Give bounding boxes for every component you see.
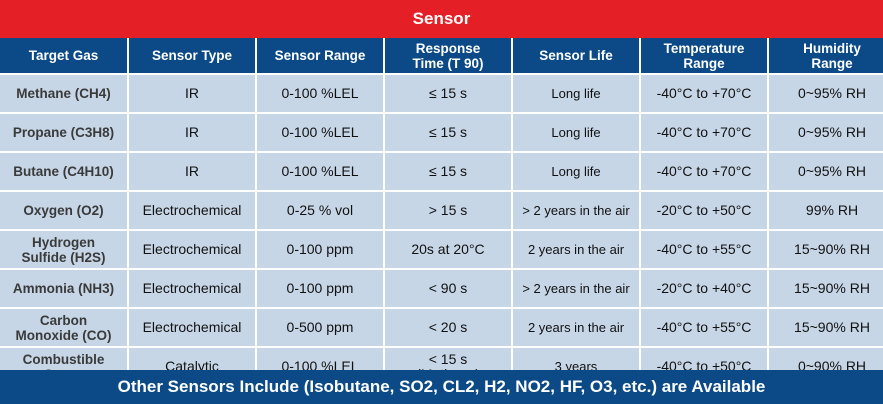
- table-cell: Long life: [513, 75, 639, 112]
- table-cell: Electrochemical: [129, 231, 255, 268]
- column-header: Sensor Life: [513, 38, 639, 73]
- table-cell: 15~90% RH: [769, 231, 883, 268]
- table-cell: 99% RH: [769, 192, 883, 229]
- column-header: Response Time (T 90): [385, 38, 511, 73]
- target-gas-cell: Propane (C3H8): [0, 114, 127, 151]
- sensor-table: Target Gas Sensor Type Sensor Range Respons…: [0, 38, 883, 385]
- table-cell: 15~90% RH: [769, 309, 883, 346]
- table-cell: -20°C to +40°C: [641, 270, 767, 307]
- table-cell: IR: [129, 114, 255, 151]
- column-header: Humidity Range: [769, 38, 883, 73]
- column-header: Target Gas: [0, 38, 127, 73]
- table-cell: 2 years in the air: [513, 231, 639, 268]
- table-cell: -40°C to +70°C: [641, 75, 767, 112]
- table-cell: 0-25 % vol: [257, 192, 383, 229]
- table-cell: 0~95% RH: [769, 114, 883, 151]
- table-cell: 15~90% RH: [769, 270, 883, 307]
- table-cell: < 90 s: [385, 270, 511, 307]
- table-cell: 0-100 ppm: [257, 270, 383, 307]
- table-cell: 0-100 %LEL: [257, 75, 383, 112]
- table-cell: ≤ 15 s: [385, 75, 511, 112]
- table-cell: Electrochemical: [129, 309, 255, 346]
- column-header: Temperature Range: [641, 38, 767, 73]
- table-cell: 0-500 ppm: [257, 309, 383, 346]
- table-cell: Long life: [513, 153, 639, 190]
- table-cell: -20°C to +50°C: [641, 192, 767, 229]
- table-cell: IR: [129, 153, 255, 190]
- table-cell: Electrochemical: [129, 270, 255, 307]
- target-gas-cell: Carbon Monoxide (CO): [0, 309, 127, 346]
- table-cell: 20s at 20°C: [385, 231, 511, 268]
- column-header: Sensor Type: [129, 38, 255, 73]
- table-cell: 0-100 ppm: [257, 231, 383, 268]
- table-cell: 0~95% RH: [769, 153, 883, 190]
- table-cell: 0-100 %LEL: [257, 114, 383, 151]
- table-cell: > 2 years in the air: [513, 270, 639, 307]
- target-gas-cell: Oxygen (O2): [0, 192, 127, 229]
- table-cell: Long life: [513, 114, 639, 151]
- column-header: Sensor Range: [257, 38, 383, 73]
- footer-note: Other Sensors Include (Isobutane, SO2, C…: [0, 370, 883, 404]
- table-cell: ≤ 15 s: [385, 114, 511, 151]
- table-cell: ≤ 15 s: [385, 153, 511, 190]
- table-cell: > 2 years in the air: [513, 192, 639, 229]
- table-cell: 0~95% RH: [769, 75, 883, 112]
- table-cell: -40°C to +70°C: [641, 153, 767, 190]
- table-cell: 0-100 %LEL: [257, 153, 383, 190]
- table-cell: Electrochemical: [129, 192, 255, 229]
- target-gas-cell: Ammonia (NH3): [0, 270, 127, 307]
- target-gas-cell: Butane (C4H10): [0, 153, 127, 190]
- table-cell: 2 years in the air: [513, 309, 639, 346]
- table-cell: < 20 s: [385, 309, 511, 346]
- table-title: Sensor: [0, 0, 883, 38]
- table-cell: -40°C to +70°C: [641, 114, 767, 151]
- target-gas-cell: Methane (CH4): [0, 75, 127, 112]
- table-cell: -40°C to +55°C: [641, 231, 767, 268]
- table-cell: -40°C to +55°C: [641, 309, 767, 346]
- table-cell: IR: [129, 75, 255, 112]
- target-gas-cell: Hydrogen Sulfide (H2S): [0, 231, 127, 268]
- table-cell: > 15 s: [385, 192, 511, 229]
